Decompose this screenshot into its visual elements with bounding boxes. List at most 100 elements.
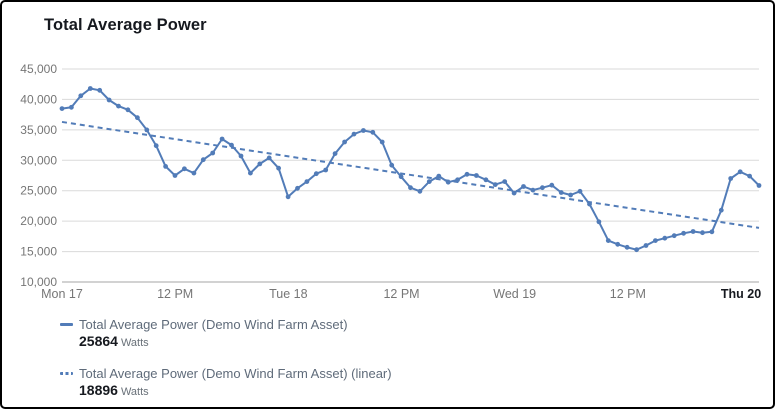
- y-axis-tick-label: 40,000: [20, 92, 57, 106]
- data-point-marker[interactable]: [87, 86, 93, 91]
- data-point-marker[interactable]: [483, 177, 489, 183]
- data-point-marker[interactable]: [671, 233, 677, 239]
- data-point-marker[interactable]: [304, 179, 310, 185]
- data-point-marker[interactable]: [257, 161, 263, 167]
- data-point-marker[interactable]: [511, 190, 517, 196]
- data-point-marker[interactable]: [191, 170, 197, 176]
- data-point-marker[interactable]: [690, 229, 696, 234]
- data-point-marker[interactable]: [370, 129, 376, 135]
- y-axis-tick-label: 45,000: [20, 62, 57, 76]
- data-point-marker[interactable]: [266, 155, 272, 161]
- data-point-marker[interactable]: [718, 207, 724, 213]
- data-point-marker[interactable]: [379, 139, 385, 145]
- x-axis-tick-label: 12 PM: [610, 287, 646, 301]
- x-axis-tick-label: Mon 17: [41, 287, 83, 301]
- data-point-marker[interactable]: [106, 97, 112, 103]
- data-point-marker[interactable]: [285, 194, 291, 200]
- data-point-marker[interactable]: [69, 104, 74, 110]
- data-point-marker[interactable]: [125, 107, 131, 113]
- data-point-marker[interactable]: [78, 93, 84, 99]
- solid-line-swatch-icon: [60, 323, 73, 326]
- data-point-marker[interactable]: [643, 243, 649, 248]
- data-point-marker[interactable]: [737, 169, 743, 175]
- data-point-marker[interactable]: [587, 201, 592, 207]
- data-point-marker[interactable]: [709, 229, 715, 235]
- y-axis-tick-label: 15,000: [20, 245, 57, 259]
- data-point-marker[interactable]: [700, 230, 705, 236]
- data-point-marker[interactable]: [624, 244, 630, 250]
- y-axis-tick-label: 10,000: [20, 275, 57, 289]
- data-point-marker[interactable]: [219, 136, 225, 142]
- data-point-marker[interactable]: [568, 192, 573, 198]
- data-point-marker[interactable]: [558, 190, 564, 195]
- data-point-marker[interactable]: [97, 87, 103, 93]
- data-point-marker[interactable]: [323, 167, 329, 173]
- data-point-marker[interactable]: [747, 173, 752, 179]
- data-point-marker[interactable]: [681, 230, 686, 236]
- data-point-marker[interactable]: [135, 115, 140, 121]
- data-point-marker[interactable]: [426, 179, 432, 185]
- data-point-marker[interactable]: [756, 183, 762, 188]
- data-point-marker[interactable]: [342, 139, 347, 145]
- data-point-marker[interactable]: [59, 106, 65, 111]
- data-point-marker[interactable]: [521, 184, 526, 189]
- data-point-marker[interactable]: [455, 177, 460, 183]
- data-point-marker[interactable]: [172, 173, 178, 178]
- data-point-marker[interactable]: [389, 162, 395, 168]
- data-point-marker[interactable]: [276, 165, 281, 171]
- data-point-marker[interactable]: [200, 157, 206, 163]
- data-point-marker[interactable]: [408, 185, 413, 191]
- legend-unit: Watts: [120, 337, 149, 349]
- data-point-marker[interactable]: [229, 142, 234, 148]
- chart-legend: Total Average Power (Demo Wind Farm Asse…: [60, 316, 392, 407]
- data-point-marker[interactable]: [474, 173, 479, 178]
- data-point-marker[interactable]: [464, 171, 470, 177]
- data-point-marker[interactable]: [615, 241, 621, 247]
- legend-item-total-average-power-linear[interactable]: Total Average Power (Demo Wind Farm Asse…: [60, 365, 392, 401]
- legend-value-row: 18896 Watts: [79, 382, 149, 399]
- y-axis-tick-label: 20,000: [20, 214, 57, 228]
- power-line-chart[interactable]: 45,000 40,000 35,000 30,000 25,000 20,000 15,0…: [2, 2, 775, 312]
- data-point-marker[interactable]: [361, 128, 366, 133]
- data-point-marker[interactable]: [332, 151, 338, 157]
- data-point-marker[interactable]: [436, 173, 442, 179]
- power-line-series[interactable]: [61, 87, 760, 251]
- data-point-marker[interactable]: [653, 238, 658, 244]
- data-point-marker[interactable]: [662, 235, 668, 241]
- data-point-marker[interactable]: [182, 166, 187, 172]
- x-axis-tick-label: Thu 20: [721, 287, 761, 301]
- data-point-marker[interactable]: [210, 150, 216, 156]
- data-point-marker[interactable]: [313, 171, 319, 177]
- data-point-marker[interactable]: [351, 131, 357, 137]
- legend-item-total-average-power[interactable]: Total Average Power (Demo Wind Farm Asse…: [60, 316, 392, 352]
- data-point-marker[interactable]: [634, 247, 639, 253]
- data-point-marker[interactable]: [502, 179, 508, 185]
- data-point-marker[interactable]: [492, 182, 498, 188]
- data-point-marker[interactable]: [248, 170, 253, 176]
- data-point-marker[interactable]: [163, 164, 169, 169]
- x-axis-tick-label: Wed 19: [493, 287, 536, 301]
- data-point-marker[interactable]: [549, 182, 555, 188]
- data-point-marker[interactable]: [577, 188, 583, 194]
- data-point-marker[interactable]: [540, 185, 545, 191]
- legend-label: Total Average Power (Demo Wind Farm Asse…: [79, 317, 348, 332]
- data-point-marker[interactable]: [605, 238, 611, 244]
- dashed-line-swatch-icon: [60, 372, 73, 375]
- data-point-marker[interactable]: [728, 176, 734, 181]
- x-axis-tick-label: Tue 18: [269, 287, 308, 301]
- data-point-marker[interactable]: [398, 174, 404, 180]
- trend-line-series[interactable]: [61, 120, 760, 229]
- legend-unit: Watts: [120, 386, 149, 398]
- x-axis-tick-label: 12 PM: [383, 287, 419, 301]
- data-point-marker[interactable]: [238, 153, 244, 159]
- data-point-marker[interactable]: [445, 179, 451, 185]
- data-point-marker[interactable]: [295, 185, 300, 191]
- data-point-marker[interactable]: [144, 127, 150, 133]
- data-point-marker[interactable]: [596, 219, 602, 225]
- y-axis-tick-label: 30,000: [20, 153, 57, 167]
- data-point-marker[interactable]: [530, 187, 536, 193]
- data-point-marker[interactable]: [153, 143, 159, 149]
- data-point-marker[interactable]: [417, 188, 423, 194]
- data-point-marker[interactable]: [116, 103, 121, 109]
